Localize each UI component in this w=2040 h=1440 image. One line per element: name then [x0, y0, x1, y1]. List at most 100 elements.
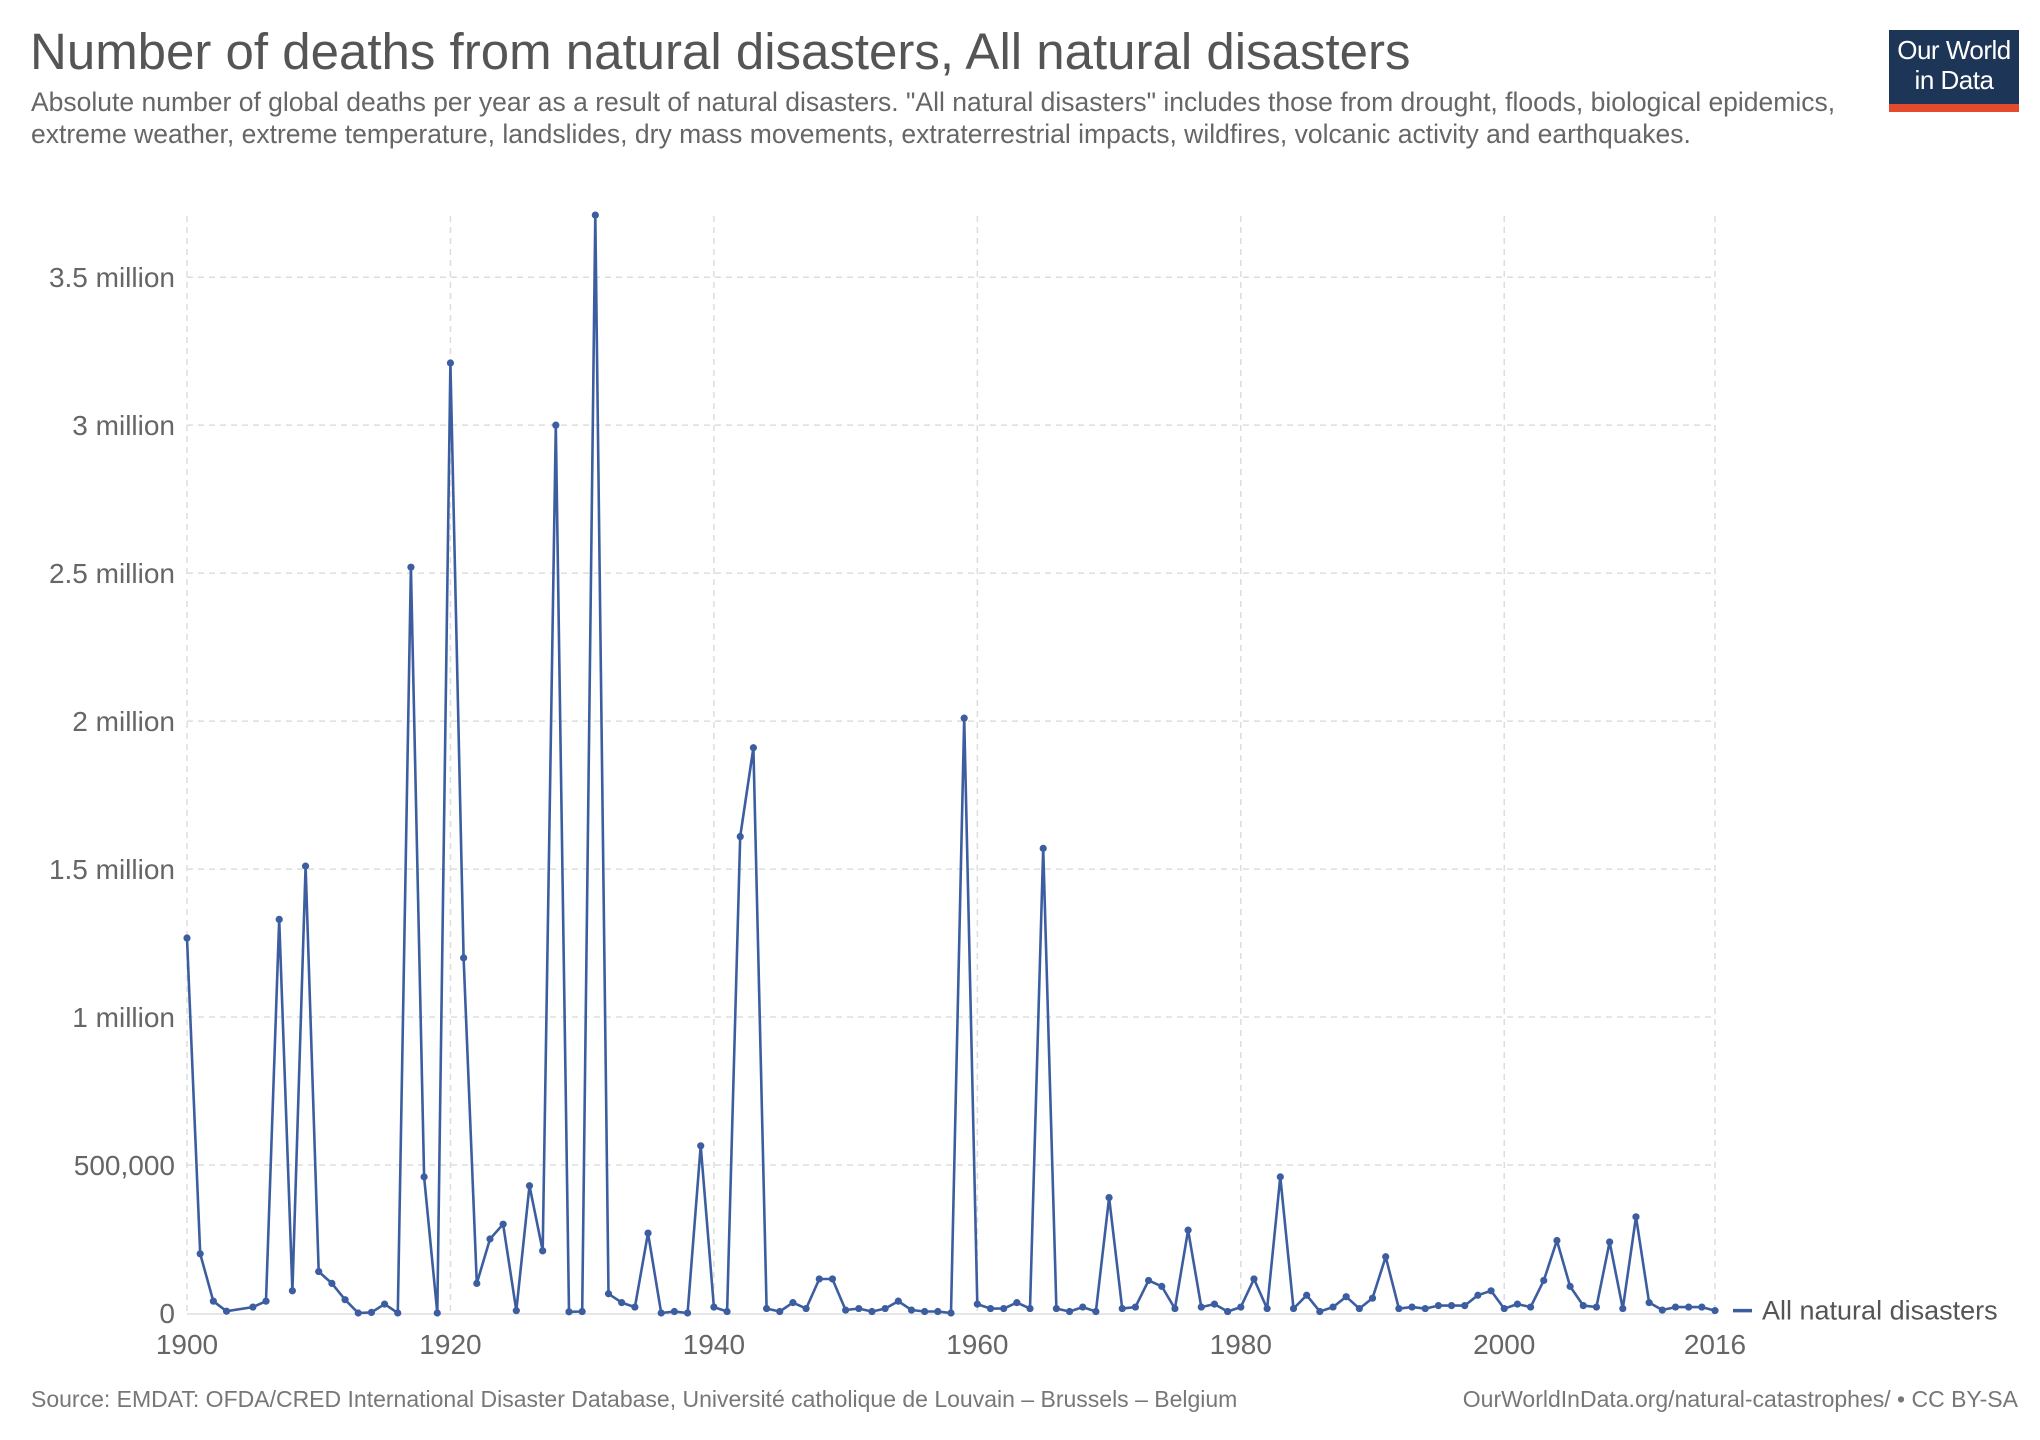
data-point[interactable]: [1224, 1307, 1232, 1316]
data-point[interactable]: [697, 1142, 705, 1150]
data-point[interactable]: [973, 1300, 981, 1308]
data-point[interactable]: [1566, 1282, 1574, 1290]
data-point[interactable]: [960, 714, 968, 722]
data-point[interactable]: [420, 1173, 428, 1181]
data-point[interactable]: [1685, 1303, 1693, 1311]
data-point[interactable]: [288, 1287, 296, 1295]
data-point[interactable]: [499, 1220, 507, 1228]
data-point[interactable]: [328, 1279, 336, 1288]
data-point[interactable]: [1144, 1276, 1153, 1285]
data-point[interactable]: [525, 1182, 534, 1190]
data-point[interactable]: [315, 1267, 323, 1276]
data-point[interactable]: [1579, 1302, 1587, 1310]
data-point[interactable]: [723, 1307, 731, 1316]
data-point[interactable]: [301, 862, 310, 870]
data-point[interactable]: [710, 1303, 718, 1311]
data-point[interactable]: [1000, 1304, 1008, 1313]
data-point[interactable]: [1474, 1291, 1482, 1299]
data-point[interactable]: [618, 1299, 626, 1307]
data-point[interactable]: [275, 915, 283, 923]
legend[interactable]: All natural disasters: [1733, 1296, 1998, 1326]
data-point[interactable]: [1408, 1303, 1416, 1311]
data-point[interactable]: [828, 1275, 837, 1283]
data-point[interactable]: [1382, 1253, 1390, 1261]
data-point[interactable]: [1342, 1293, 1350, 1301]
data-point[interactable]: [1395, 1304, 1403, 1313]
data-point[interactable]: [1553, 1236, 1561, 1245]
data-point[interactable]: [1079, 1303, 1087, 1311]
data-point[interactable]: [1711, 1307, 1719, 1315]
data-point[interactable]: [1013, 1299, 1021, 1307]
data-point[interactable]: [407, 563, 415, 571]
data-point[interactable]: [1158, 1282, 1166, 1290]
data-point[interactable]: [1197, 1303, 1205, 1311]
series-all-natural-disasters[interactable]: [183, 211, 1719, 1317]
data-point[interactable]: [1421, 1304, 1429, 1313]
data-point[interactable]: [683, 1309, 692, 1317]
data-point[interactable]: [1276, 1173, 1284, 1181]
data-point[interactable]: [486, 1235, 494, 1243]
data-point[interactable]: [947, 1309, 955, 1317]
data-point[interactable]: [1434, 1302, 1442, 1310]
data-point[interactable]: [1671, 1303, 1680, 1311]
data-point[interactable]: [1065, 1307, 1074, 1316]
data-point[interactable]: [1513, 1300, 1522, 1308]
data-point[interactable]: [789, 1299, 797, 1307]
data-point[interactable]: [1368, 1294, 1377, 1302]
data-point[interactable]: [907, 1306, 916, 1314]
data-point[interactable]: [1052, 1304, 1060, 1313]
data-point[interactable]: [1487, 1287, 1495, 1295]
data-point[interactable]: [249, 1303, 257, 1311]
data-point[interactable]: [394, 1309, 402, 1317]
data-point[interactable]: [222, 1307, 231, 1315]
data-point[interactable]: [460, 954, 468, 962]
data-point[interactable]: [815, 1275, 823, 1283]
data-point[interactable]: [1447, 1302, 1456, 1310]
data-point[interactable]: [1461, 1302, 1469, 1310]
data-point[interactable]: [670, 1307, 678, 1316]
data-point[interactable]: [1105, 1193, 1113, 1202]
data-point[interactable]: [1263, 1304, 1271, 1313]
data-point[interactable]: [1289, 1304, 1298, 1313]
data-point[interactable]: [473, 1279, 481, 1288]
data-point[interactable]: [1303, 1291, 1311, 1299]
data-point[interactable]: [262, 1297, 270, 1305]
data-point[interactable]: [552, 421, 560, 429]
data-point[interactable]: [1606, 1238, 1614, 1246]
data-point[interactable]: [1329, 1303, 1337, 1311]
data-point[interactable]: [1184, 1226, 1192, 1234]
data-point[interactable]: [1316, 1307, 1324, 1316]
data-point[interactable]: [986, 1304, 995, 1313]
data-point[interactable]: [1619, 1304, 1627, 1313]
data-point[interactable]: [881, 1304, 889, 1313]
data-point[interactable]: [631, 1303, 639, 1311]
data-point[interactable]: [1698, 1303, 1706, 1311]
data-point[interactable]: [183, 934, 191, 942]
data-point[interactable]: [539, 1247, 547, 1255]
data-point[interactable]: [1026, 1304, 1034, 1313]
data-point[interactable]: [762, 1304, 771, 1313]
data-point[interactable]: [842, 1306, 850, 1314]
data-point[interactable]: [1658, 1306, 1666, 1314]
data-point[interactable]: [1645, 1299, 1653, 1307]
data-point[interactable]: [1355, 1304, 1363, 1313]
owid-logo[interactable]: Our World in Data: [1889, 30, 2019, 112]
data-point[interactable]: [1118, 1304, 1126, 1313]
data-point[interactable]: [1171, 1304, 1179, 1313]
data-point[interactable]: [855, 1304, 863, 1313]
data-point[interactable]: [1131, 1303, 1140, 1311]
data-point[interactable]: [446, 359, 455, 367]
data-point[interactable]: [591, 211, 599, 219]
data-point[interactable]: [1039, 844, 1047, 852]
data-point[interactable]: [1250, 1275, 1258, 1283]
license-link[interactable]: OurWorldInData.org/natural-catastrophes/…: [1462, 1386, 2018, 1412]
data-point[interactable]: [749, 744, 758, 752]
data-point[interactable]: [1632, 1213, 1640, 1221]
data-point[interactable]: [604, 1290, 613, 1298]
data-point[interactable]: [196, 1250, 204, 1258]
data-point[interactable]: [1092, 1307, 1100, 1316]
data-point[interactable]: [565, 1308, 573, 1316]
data-point[interactable]: [512, 1307, 520, 1315]
data-point[interactable]: [1540, 1276, 1548, 1285]
data-point[interactable]: [1526, 1303, 1535, 1311]
